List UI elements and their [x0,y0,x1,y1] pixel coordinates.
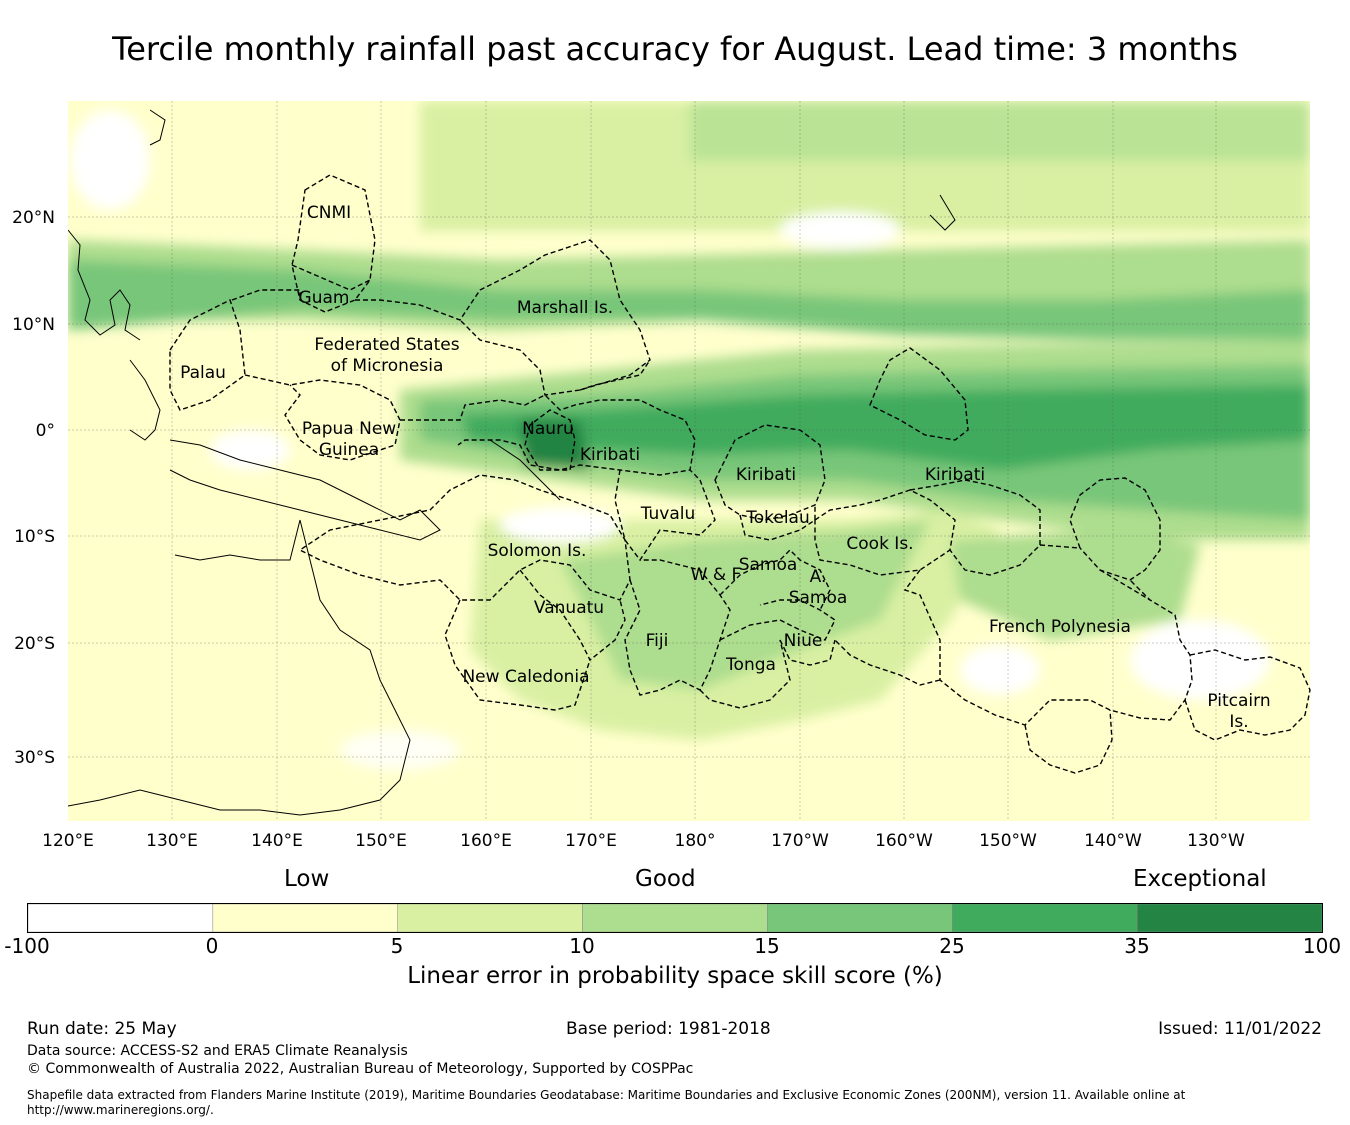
graticule [68,101,1310,821]
label-guam: Guam [299,288,350,308]
label-fsm-1: Federated States [314,335,459,355]
lon-label: 170°W [771,831,829,851]
colorbar-tick: 10 [569,934,595,958]
colorbar-swatch [952,903,1138,933]
colorbar-swatch [1136,903,1323,933]
label-niue: Niue [784,631,823,651]
lon-label: 170°E [565,831,617,851]
label-png-1: Papua New [302,419,396,439]
label-tuvalu: Tuvalu [640,504,696,524]
colorbar-swatches [27,903,1323,933]
colorbar-swatch [27,903,214,933]
lon-label: 140°W [1084,831,1142,851]
label-kiribati-central: Kiribati [736,465,796,485]
label-kiribati-east: Kiribati [925,465,985,485]
copyright: © Commonwealth of Australia 2022, Austra… [27,1061,694,1077]
label-cook-is: Cook Is. [846,534,913,554]
eez-boundaries [169,174,1311,774]
lon-label: 140°E [251,831,303,851]
colorbar-label-low: Low [284,866,330,892]
label-fiji: Fiji [646,631,669,651]
label-pitcairn-2: Is. [1229,712,1248,732]
issued-date: Issued: 11/01/2022 [1158,1019,1322,1039]
label-american-samoa-2: Samoa [789,588,848,608]
label-samoa: Samoa [739,555,798,575]
label-vanuatu: Vanuatu [534,598,604,618]
longitude-labels: 120°E 130°E 140°E 150°E 160°E 170°E 180°… [42,831,1245,851]
lat-label: 10°N [12,315,55,335]
label-marshall: Marshall Is. [517,298,613,318]
colorbar-swatch [582,903,768,933]
lon-label: 130°E [146,831,198,851]
latitude-labels: 20°N 10°N 0° 10°S 20°S 30°S [12,208,55,768]
colorbar-tick: 35 [1124,934,1150,958]
data-source: Data source: ACCESS-S2 and ERA5 Climate … [27,1043,408,1059]
base-period: Base period: 1981-2018 [566,1019,771,1039]
colorbar-tick: 25 [939,934,965,958]
label-pitcairn-1: Pitcairn [1207,691,1270,711]
lon-label: 150°W [979,831,1037,851]
label-new-caledonia: New Caledonia [462,667,589,687]
coastlines [68,109,956,816]
run-date: Run date: 25 May [27,1019,177,1039]
lon-label: 150°E [355,831,407,851]
label-nauru: Nauru [522,419,574,439]
colorbar-swatch [212,903,398,933]
lon-label: 180° [675,831,716,851]
lon-label: 130°W [1187,831,1245,851]
label-american-samoa-1: A. [810,567,827,587]
lon-label: 160°W [875,831,933,851]
label-palau: Palau [180,363,226,383]
label-wallis-futuna: W & F [691,565,742,585]
colorbar-label-good: Good [635,866,696,892]
lat-label: 0° [36,421,55,441]
skill-map: CNMI Guam Marshall Is. Federated States … [12,101,1311,851]
colorbar-label-exceptional: Exceptional [1133,866,1267,892]
colorbar-swatch [767,903,953,933]
label-solomon-is: Solomon Is. [488,541,587,561]
lat-label: 20°N [12,208,55,228]
label-cnmi: CNMI [307,203,351,223]
colorbar-swatch [397,903,583,933]
colorbar-title: Linear error in probability space skill … [407,963,943,989]
shapefile-credit-line1: Shapefile data extracted from Flanders M… [27,1088,1186,1102]
lat-label: 20°S [14,634,55,654]
colorbar [27,903,1323,933]
label-french-polynesia: French Polynesia [989,617,1131,637]
colorbar-tick: -100 [4,934,50,958]
chart-title: Tercile monthly rainfall past accuracy f… [112,30,1238,68]
label-png-2: Guinea [319,440,379,460]
shapefile-credit-line2: http://www.marineregions.org/. [27,1103,214,1117]
label-fsm-2: of Micronesia [331,356,444,376]
colorbar-tick: 15 [754,934,780,958]
colorbar-tick: 5 [390,934,404,958]
lon-label: 120°E [42,831,94,851]
label-kiribati-west: Kiribati [580,445,640,465]
label-tokelau: Tokelau [745,508,810,528]
lat-label: 10°S [14,527,55,547]
lat-label: 30°S [14,748,55,768]
lon-label: 160°E [460,831,512,851]
colorbar-tick: 0 [205,934,219,958]
label-tonga: Tonga [725,655,776,675]
region-labels: CNMI Guam Marshall Is. Federated States … [180,203,1271,732]
colorbar-tick: 100 [1302,934,1342,958]
skill-field [68,101,1310,821]
